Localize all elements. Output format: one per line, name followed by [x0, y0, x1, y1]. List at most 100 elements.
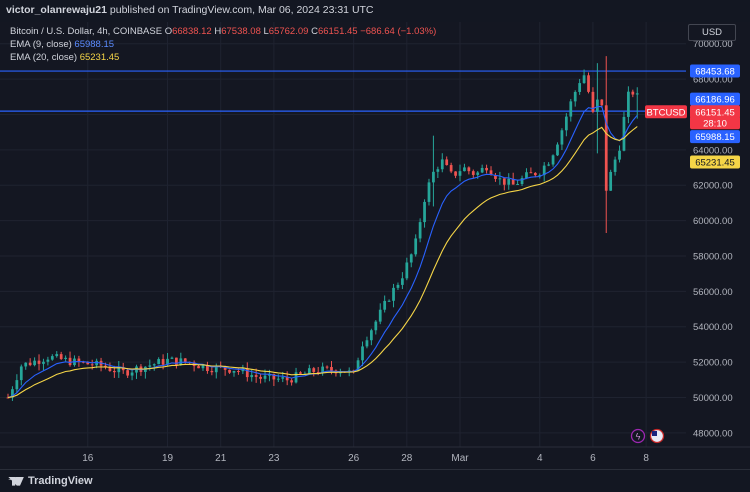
candle-body[interactable]	[631, 91, 635, 95]
candle-body[interactable]	[250, 375, 254, 378]
candle-body[interactable]	[533, 172, 537, 176]
candle-body[interactable]	[210, 370, 214, 373]
candle-body[interactable]	[28, 362, 32, 366]
candle-body[interactable]	[24, 362, 28, 367]
candle-body[interactable]	[600, 99, 604, 106]
candle-body[interactable]	[449, 165, 453, 172]
candle-body[interactable]	[489, 170, 493, 176]
candle-body[interactable]	[112, 371, 116, 373]
candle-body[interactable]	[480, 167, 484, 173]
candle-body[interactable]	[547, 164, 551, 166]
candle-body[interactable]	[6, 397, 10, 399]
candle-body[interactable]	[237, 370, 240, 372]
candle-body[interactable]	[361, 346, 364, 361]
candle-body[interactable]	[37, 360, 41, 364]
candle-body[interactable]	[46, 359, 50, 362]
candle-body[interactable]	[15, 380, 19, 390]
candle-body[interactable]	[498, 178, 502, 180]
candle-body[interactable]	[618, 150, 621, 160]
candle-body[interactable]	[432, 171, 435, 183]
ema9-line[interactable]	[7, 105, 638, 399]
candle-body[interactable]	[214, 365, 218, 373]
candle-body[interactable]	[582, 75, 586, 84]
candle-body[interactable]	[179, 358, 183, 365]
candle-body[interactable]	[228, 369, 231, 373]
candle-body[interactable]	[587, 75, 590, 92]
candle-body[interactable]	[564, 116, 568, 131]
candle-body[interactable]	[232, 370, 236, 373]
candle-body[interactable]	[374, 321, 378, 331]
candle-body[interactable]	[520, 178, 524, 185]
candle-body[interactable]	[330, 367, 333, 371]
candle-body[interactable]	[157, 359, 161, 365]
candle-body[interactable]	[378, 309, 382, 322]
candle-body[interactable]	[170, 357, 174, 359]
candle-body[interactable]	[383, 300, 387, 310]
symbol-name[interactable]: Bitcoin / U.S. Dollar, 4h, COINBASE	[10, 26, 163, 37]
candle-body[interactable]	[321, 366, 325, 374]
candle-body[interactable]	[316, 371, 320, 374]
candle-body[interactable]	[560, 130, 564, 145]
candle-body[interactable]	[556, 144, 559, 156]
candle-body[interactable]	[272, 374, 276, 380]
candle-body[interactable]	[463, 167, 466, 172]
candle-body[interactable]	[542, 165, 546, 176]
candle-body[interactable]	[152, 364, 156, 366]
candle-body[interactable]	[418, 222, 422, 239]
candle-body[interactable]	[485, 167, 488, 171]
candle-body[interactable]	[392, 287, 395, 301]
candle-body[interactable]	[356, 360, 360, 371]
candle-body[interactable]	[290, 380, 293, 383]
candle-body[interactable]	[307, 368, 311, 374]
candle-body[interactable]	[268, 374, 271, 376]
candle-body[interactable]	[471, 171, 475, 175]
candle-body[interactable]	[276, 378, 280, 380]
candle-body[interactable]	[117, 367, 121, 373]
candle-body[interactable]	[494, 175, 497, 179]
candle-body[interactable]	[507, 178, 511, 185]
candle-body[interactable]	[197, 366, 200, 369]
candle-body[interactable]	[627, 91, 630, 117]
legend-ema9-row[interactable]: EMA (9, close) 65988.15	[10, 38, 436, 51]
currency-selector[interactable]: USD	[688, 24, 736, 41]
candle-body[interactable]	[409, 254, 413, 263]
candle-body[interactable]	[108, 367, 112, 372]
candle-body[interactable]	[609, 171, 613, 191]
candle-body[interactable]	[396, 284, 400, 288]
candle-body[interactable]	[551, 155, 555, 165]
candle-body[interactable]	[476, 172, 480, 175]
candle-body[interactable]	[121, 367, 125, 371]
candle-body[interactable]	[64, 357, 67, 360]
candle-body[interactable]	[183, 358, 187, 362]
candle-body[interactable]	[77, 358, 81, 362]
candle-body[interactable]	[161, 359, 165, 365]
candle-body[interactable]	[254, 375, 258, 377]
candle-body[interactable]	[365, 340, 369, 347]
candle-body[interactable]	[201, 364, 205, 369]
candle-body[interactable]	[401, 278, 404, 285]
candle-body[interactable]	[223, 366, 227, 370]
candle-body[interactable]	[259, 376, 262, 379]
chart-area[interactable]: 70000.0068000.0066000.0064000.0062000.00…	[0, 22, 750, 469]
candle-body[interactable]	[467, 167, 471, 172]
candle-body[interactable]	[175, 357, 178, 365]
author-name[interactable]: victor_olanrewaju21	[6, 4, 107, 16]
candle-body[interactable]	[312, 368, 316, 372]
candle-body[interactable]	[423, 201, 426, 223]
candle-body[interactable]	[436, 169, 440, 172]
candle-body[interactable]	[19, 366, 23, 381]
candle-body[interactable]	[245, 368, 249, 378]
candle-body[interactable]	[68, 357, 72, 366]
candle-body[interactable]	[369, 330, 373, 341]
candle-body[interactable]	[427, 182, 431, 202]
candle-body[interactable]	[595, 99, 599, 112]
candle-body[interactable]	[529, 172, 533, 174]
candle-body[interactable]	[86, 361, 90, 365]
tradingview-brand[interactable]: TradingView	[8, 475, 93, 487]
candle-body[interactable]	[325, 366, 329, 368]
candle-body[interactable]	[604, 105, 608, 191]
candle-body[interactable]	[166, 358, 169, 365]
candle-body[interactable]	[445, 159, 449, 166]
candle-body[interactable]	[613, 159, 617, 172]
candle-body[interactable]	[635, 93, 639, 95]
